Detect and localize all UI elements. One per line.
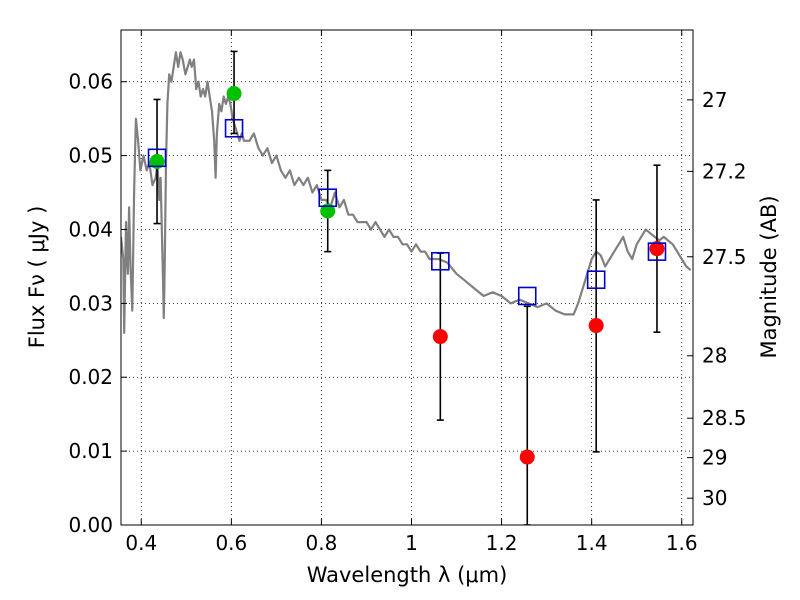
plot-area xyxy=(121,30,693,525)
x-tick-label: 1.2 xyxy=(486,531,518,555)
y2-tick-label: 27.5 xyxy=(702,245,747,269)
y2-tick-label: 27 xyxy=(702,88,727,112)
y-tick-label: 0.00 xyxy=(68,513,113,537)
photometry-point xyxy=(320,203,336,219)
y-tick-label: 0.06 xyxy=(68,70,113,94)
y-tick-label: 0.01 xyxy=(68,439,113,463)
x-axis-label: Wavelength λ (μm) xyxy=(307,563,508,587)
model-flux-square xyxy=(224,118,244,138)
photometry-point xyxy=(149,154,165,170)
plot-frame xyxy=(120,29,694,526)
y2-axis-label: Magnitude (AB) xyxy=(757,195,781,358)
axis-ticks: 0.4 0.6 0.8 1 1.2 1.4 1.6 0.00 0.01 0.02 0.03 0.04 0… xyxy=(68,30,747,555)
model-flux-square xyxy=(431,251,450,271)
photometry-point xyxy=(519,449,535,465)
y-tick-label: 0.02 xyxy=(68,365,113,389)
photometry-point xyxy=(432,329,448,345)
y2-tick-label: 27.2 xyxy=(702,159,747,183)
x-tick-label: 1.4 xyxy=(576,531,608,555)
model-flux-square xyxy=(147,148,167,168)
photometry-point xyxy=(649,241,665,257)
y2-tick-label: 29 xyxy=(702,446,727,470)
x-tick-label: 1.6 xyxy=(666,531,698,555)
x-tick-label: 0.6 xyxy=(215,531,247,555)
y-axis-label: Flux Fν ( μJy ) xyxy=(25,206,49,349)
markers-layer xyxy=(147,86,667,465)
y2-tick-label: 28 xyxy=(702,344,727,368)
photometry-point xyxy=(226,86,242,102)
photometry-point xyxy=(588,318,604,334)
model-flux-square xyxy=(647,242,667,261)
x-tick-label: 1 xyxy=(405,531,418,555)
y-tick-label: 0.05 xyxy=(68,144,113,168)
model-flux-square xyxy=(586,270,606,290)
model-flux-square xyxy=(517,286,537,306)
x-tick-label: 0.4 xyxy=(125,531,157,555)
x-tick-label: 0.8 xyxy=(306,531,338,555)
y2-tick-label: 28.5 xyxy=(702,406,747,430)
model-flux-square xyxy=(318,188,338,208)
y2-tick-label: 30 xyxy=(702,486,727,510)
y-tick-label: 0.04 xyxy=(68,217,113,241)
y-tick-label: 0.03 xyxy=(68,291,113,315)
